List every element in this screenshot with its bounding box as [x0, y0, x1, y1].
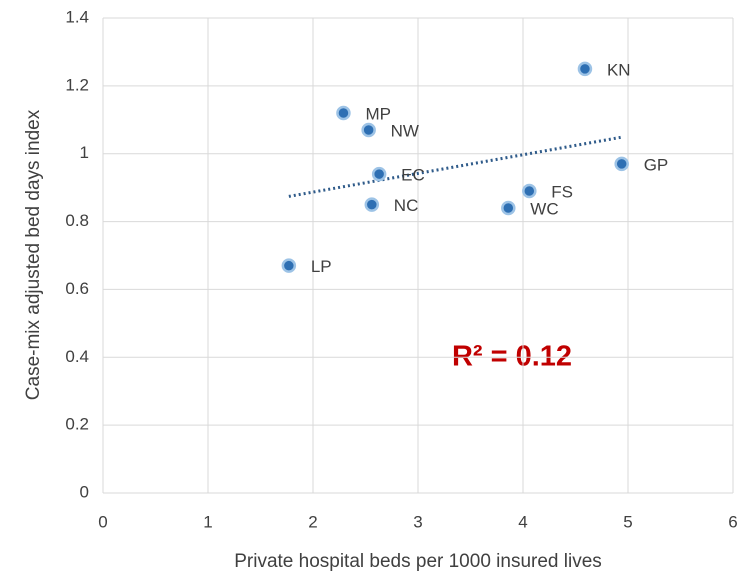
point: [501, 200, 516, 216]
y-tick-label: 1: [80, 143, 89, 162]
point: [281, 258, 297, 273]
y-tick-label: 1.4: [65, 7, 89, 26]
point: [371, 166, 387, 182]
point: [522, 183, 537, 199]
point-label: MP: [365, 104, 391, 123]
x-tick-label: 2: [308, 512, 317, 531]
point: [577, 61, 593, 77]
y-axis-label: Case-mix adjusted bed days index: [23, 109, 44, 400]
x-axis-label: Private hospital beds per 1000 insured l…: [234, 551, 602, 572]
point-label: NW: [391, 121, 419, 140]
point-label: EC: [401, 166, 425, 185]
point-label: LP: [311, 257, 332, 276]
point: [614, 156, 629, 172]
point-label: KN: [607, 60, 631, 79]
y-tick-label: 0: [80, 482, 89, 501]
x-tick-label: 0: [98, 512, 107, 531]
point: [364, 197, 380, 212]
point-label: FS: [551, 183, 573, 202]
x-tick-label: 5: [623, 512, 632, 531]
x-tick-label: 4: [518, 512, 527, 531]
annotation: R² = 0.12: [452, 341, 572, 373]
x-tick-label: 6: [728, 512, 737, 531]
y-tick-label: 0.8: [65, 211, 89, 230]
point-label: NC: [394, 196, 419, 215]
trendline: [288, 135, 622, 198]
point: [336, 105, 351, 121]
point-label: GP: [644, 155, 669, 174]
y-tick-label: 0.6: [65, 279, 89, 298]
y-tick-label: 1.2: [65, 75, 89, 94]
y-tick-label: 0.2: [65, 415, 89, 434]
x-tick-label: 1: [203, 512, 212, 531]
point: [361, 122, 376, 138]
y-tick-label: 0.4: [65, 347, 89, 366]
point-label: WC: [530, 199, 558, 218]
x-tick-label: 3: [413, 512, 422, 531]
